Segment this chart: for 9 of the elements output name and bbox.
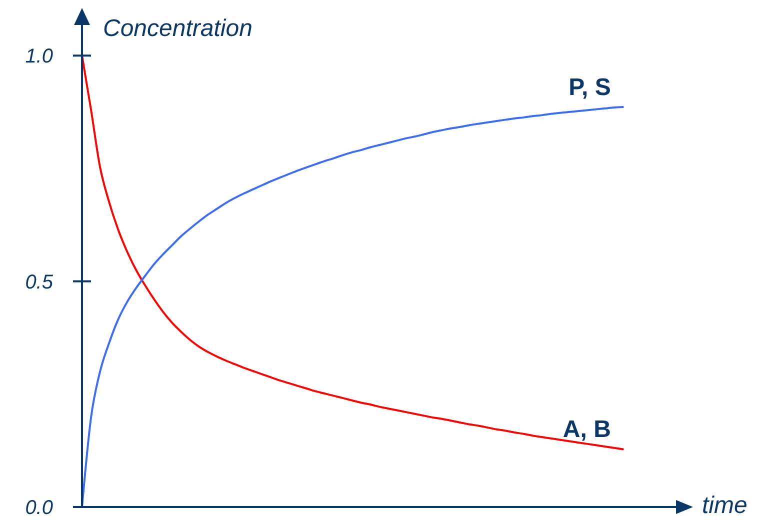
line-series (82, 54, 624, 450)
y-tick-label: 0.5 (25, 271, 54, 294)
line-series (82, 106, 624, 507)
series-label: P, S (568, 74, 611, 102)
x-axis-title: time (702, 492, 748, 519)
series-label: A, B (562, 416, 611, 444)
y-tick-label: 0.0 (25, 497, 53, 519)
y-axis-title: Concentration (103, 15, 252, 42)
y-tick-label: 1.0 (25, 46, 53, 68)
